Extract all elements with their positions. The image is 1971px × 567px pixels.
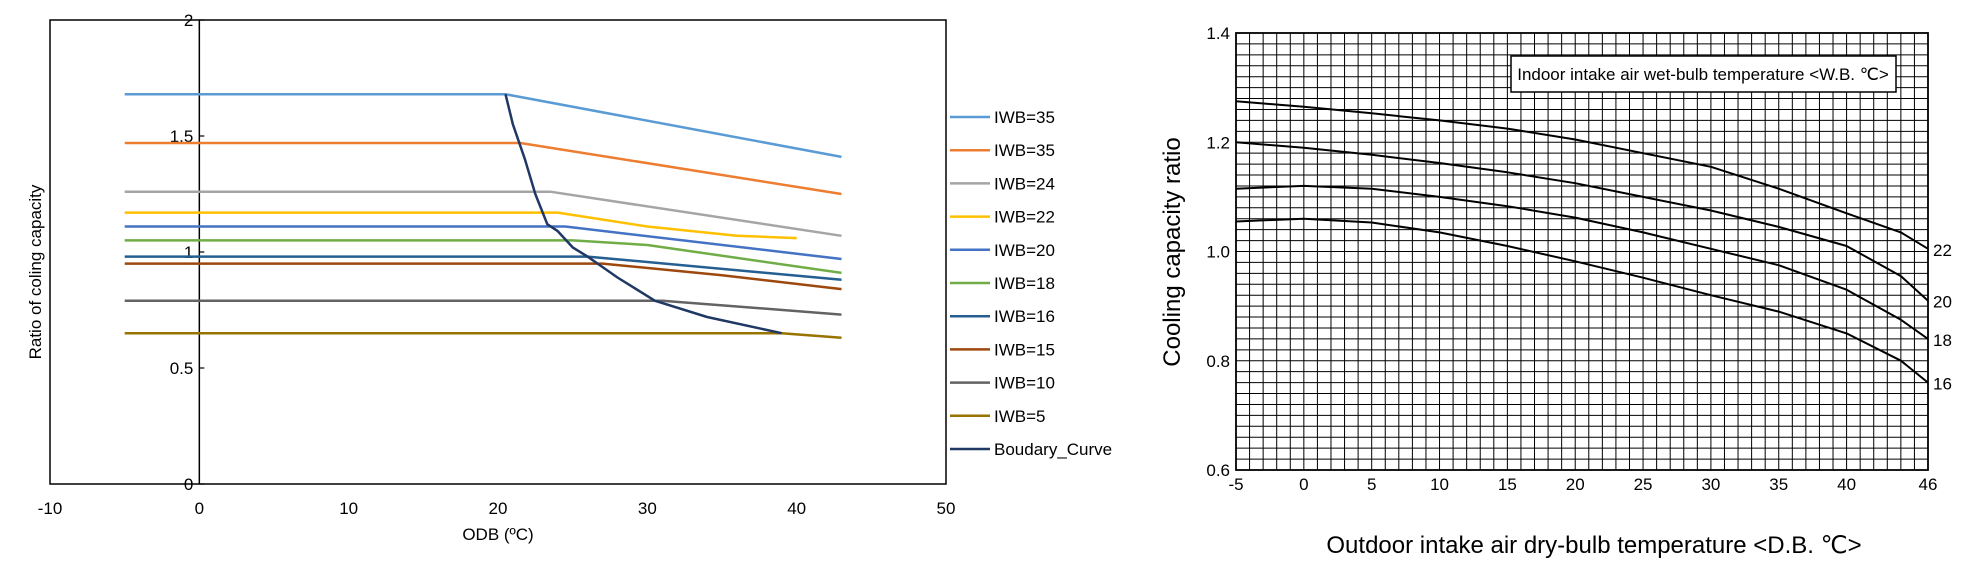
right-x-tick-label: 40 [1837, 475, 1856, 494]
left-legend-item-iwb-22-3: IWB=22 [950, 208, 1055, 227]
right-x-tick-label: 25 [1634, 475, 1653, 494]
left-y-tick-label: 1.5 [170, 127, 194, 146]
left-legend-item-iwb-15-7: IWB=15 [950, 340, 1055, 359]
left-series-line-iwb-20-4 [124, 225, 842, 261]
left-legend: IWB=35 IWB=35 IWB=24 IWB=22 IWB=20 IWB=18 IWB=… [950, 108, 1112, 459]
left-y-tick-label: 0.5 [170, 359, 194, 378]
right-series-end-label-20: 20 [1933, 293, 1952, 312]
right-y-tick-label: 1.4 [1206, 24, 1230, 43]
left-y-tick-label: 1 [184, 243, 193, 262]
right-x-tick-label: 35 [1769, 475, 1788, 494]
right-axes: -5 0 5 10 15 20 25 30 35 40 46 0.6 0.8 1.0 1.2 1.4 [1206, 24, 1937, 494]
right-chart: 22 20 18 16 -5 0 5 10 15 20 25 30 35 40 46 0.6 0.8 1.0 1.… [1159, 24, 1952, 559]
right-y-axis-title: Cooling capacity ratio [1159, 137, 1186, 366]
right-x-tick-label: 5 [1367, 475, 1376, 494]
right-y-tick-label: 0.6 [1206, 461, 1230, 480]
left-x-tick-label: 20 [489, 499, 508, 518]
left-legend-label: IWB=15 [994, 340, 1055, 359]
annotation-text: Indoor intake air wet-bulb temperature <… [1517, 65, 1889, 84]
left-legend-item-iwb-24-2: IWB=24 [950, 174, 1055, 193]
left-legend-item-boudary-curve-10: Boudary_Curve [950, 440, 1112, 459]
left-x-tick-label: -10 [38, 499, 63, 518]
left-series-line-iwb-22-3 [124, 211, 797, 240]
left-legend-label: IWB=35 [994, 141, 1055, 160]
left-legend-item-iwb-20-4: IWB=20 [950, 241, 1055, 260]
right-grid [1235, 32, 1929, 471]
left-legend-item-iwb-5-9: IWB=5 [950, 407, 1046, 426]
left-x-tick-label: 30 [638, 499, 657, 518]
right-x-axis-title: Outdoor intake air dry-bulb temperature … [1326, 532, 1861, 559]
left-x-tick-label: 50 [937, 499, 956, 518]
right-x-tick-label: 15 [1498, 475, 1517, 494]
right-plot-frame [1235, 32, 1929, 471]
left-x-axis-title: ODB (ºC) [462, 525, 533, 544]
left-legend-item-iwb-10-8: IWB=10 [950, 374, 1055, 393]
right-x-tick-label: -5 [1228, 475, 1243, 494]
annotation-box [1510, 55, 1897, 93]
left-legend-label: IWB=18 [994, 274, 1055, 293]
left-plot-frame [49, 19, 947, 485]
left-x-tick-label: 10 [339, 499, 358, 518]
left-series-line-iwb-5-9 [124, 331, 842, 340]
right-series-end-label-22: 22 [1933, 241, 1952, 260]
right-series-line-22 [1235, 100, 1929, 250]
right-y-tick-label: 1.0 [1206, 243, 1230, 262]
right-x-tick-label: 0 [1299, 475, 1308, 494]
left-series-line-iwb-24-2 [124, 190, 842, 238]
left-series-line-iwb-10-8 [124, 299, 842, 316]
right-x-tick-label: 20 [1566, 475, 1585, 494]
left-legend-item-iwb-18-5: IWB=18 [950, 274, 1055, 293]
right-series-line-16 [1235, 217, 1929, 384]
left-series-line-boudary-curve-10 [504, 93, 782, 335]
left-legend-label: IWB=20 [994, 241, 1055, 260]
left-y-tick-label: 0 [184, 475, 193, 494]
left-legend-label: IWB=10 [994, 374, 1055, 393]
left-series-group [124, 92, 842, 340]
right-y-tick-label: 0.8 [1206, 352, 1230, 371]
right-series-group: 22 20 18 16 [1235, 100, 1952, 394]
left-x-tick-label: 0 [195, 499, 204, 518]
left-legend-label: IWB=5 [994, 407, 1046, 426]
left-y-tick-label: 2 [184, 11, 193, 30]
right-x-tick-label: 30 [1701, 475, 1720, 494]
left-axes: -10 0 10 20 30 40 50 0 0.5 1 1.5 2 [38, 11, 956, 518]
left-series-line-iwb-35-1 [124, 141, 842, 196]
left-x-tick-label: 40 [787, 499, 806, 518]
left-legend-label: IWB=22 [994, 208, 1055, 227]
left-legend-label: IWB=24 [994, 174, 1055, 193]
left-series-line-iwb-18-5 [124, 239, 842, 275]
right-series-line-18 [1235, 184, 1929, 340]
right-y-tick-label: 1.2 [1206, 133, 1230, 152]
left-legend-label: Boudary_Curve [994, 440, 1112, 459]
left-legend-label: IWB=35 [994, 108, 1055, 127]
left-series-line-iwb-15-7 [124, 262, 842, 291]
left-legend-item-iwb-35-1: IWB=35 [950, 141, 1055, 160]
left-legend-item-iwb-16-6: IWB=16 [950, 307, 1055, 326]
right-series-line-20 [1235, 141, 1929, 302]
left-legend-label: IWB=16 [994, 307, 1055, 326]
right-series-end-label-16: 16 [1933, 375, 1952, 394]
right-x-tick-label: 46 [1919, 475, 1938, 494]
right-x-tick-label: 10 [1430, 475, 1449, 494]
right-series-end-label-18: 18 [1933, 331, 1952, 350]
left-legend-item-iwb-35-0: IWB=35 [950, 108, 1055, 127]
left-y-axis-title: Ratio of coling capacity [26, 184, 45, 359]
left-series-line-iwb-35-0 [124, 92, 842, 159]
